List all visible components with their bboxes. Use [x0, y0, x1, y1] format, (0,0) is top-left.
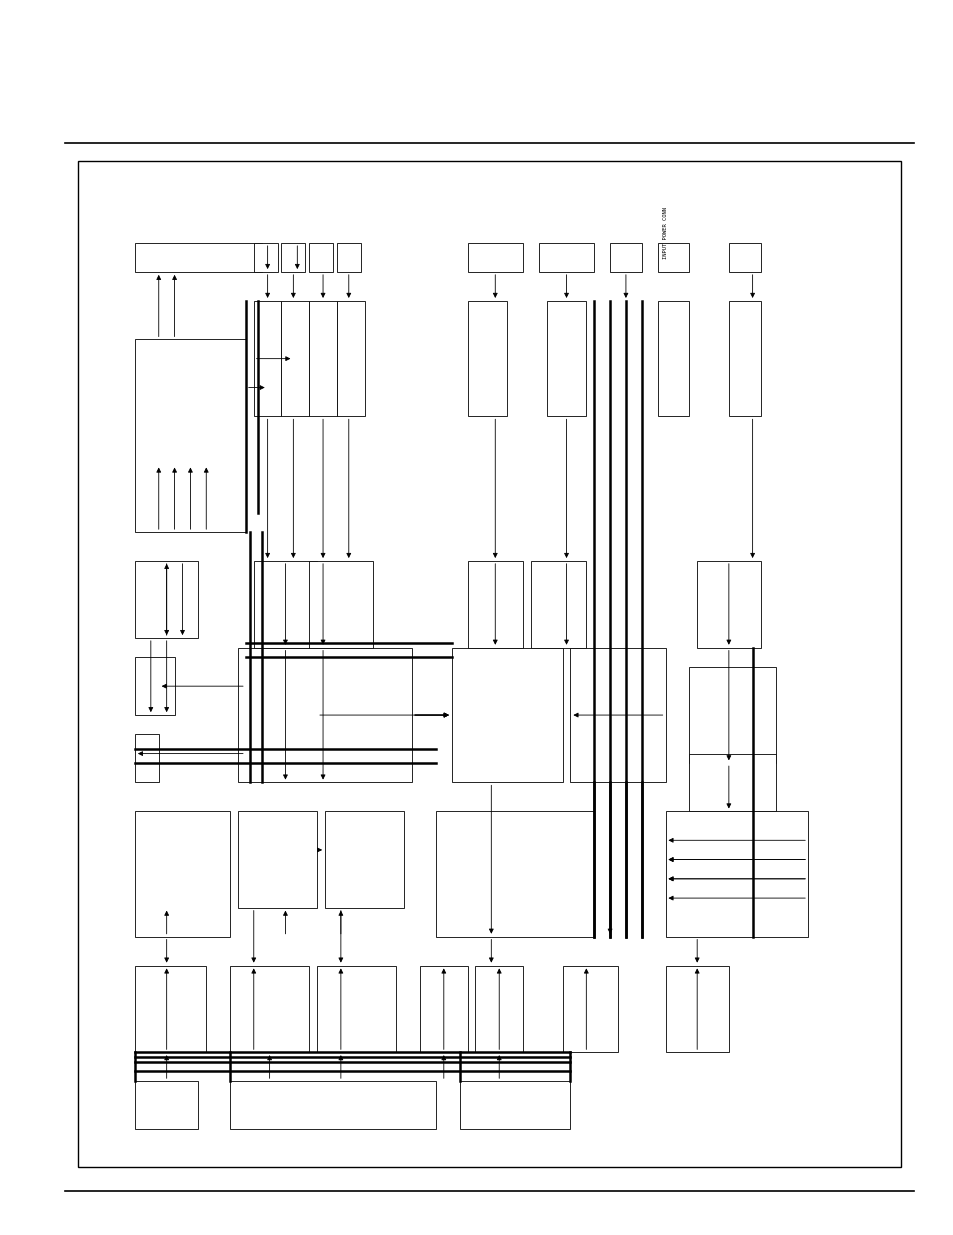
Bar	[336, 243, 360, 272]
Bar	[230, 1081, 436, 1129]
Bar	[135, 561, 198, 638]
Bar	[253, 301, 281, 416]
Bar	[309, 243, 333, 272]
Bar	[135, 657, 174, 715]
Bar	[237, 811, 316, 908]
Text: INPUT POWER CONN: INPUT POWER CONN	[662, 207, 667, 259]
Bar	[135, 1081, 198, 1129]
Bar	[281, 301, 309, 416]
Bar	[665, 811, 807, 936]
Bar	[316, 966, 395, 1052]
Bar	[135, 340, 246, 532]
Bar	[467, 561, 522, 647]
Bar	[336, 301, 364, 416]
Bar	[697, 561, 760, 647]
Bar	[237, 647, 412, 783]
Bar	[688, 667, 776, 763]
Bar	[657, 301, 688, 416]
Bar	[728, 301, 760, 416]
Bar	[665, 966, 728, 1052]
Bar	[309, 301, 336, 416]
Bar	[230, 966, 309, 1052]
Bar	[467, 243, 522, 272]
Bar	[688, 753, 776, 811]
Bar	[609, 243, 641, 272]
Bar	[538, 243, 594, 272]
Bar	[135, 735, 158, 783]
Bar	[459, 1081, 570, 1129]
Bar	[436, 811, 594, 936]
Bar	[728, 243, 760, 272]
Bar	[419, 966, 467, 1052]
Bar	[467, 301, 507, 416]
Bar	[135, 966, 206, 1052]
Bar	[135, 243, 261, 272]
Bar	[570, 647, 665, 783]
Bar	[546, 301, 586, 416]
Bar	[657, 243, 688, 272]
Bar	[530, 561, 586, 647]
Bar	[78, 161, 900, 1167]
Bar	[253, 243, 277, 272]
Bar	[281, 243, 305, 272]
Bar	[562, 966, 618, 1052]
Bar	[325, 811, 404, 908]
Bar	[253, 561, 316, 647]
Bar	[135, 811, 230, 936]
Bar	[475, 966, 522, 1052]
Bar	[452, 647, 562, 783]
Bar	[309, 561, 372, 647]
